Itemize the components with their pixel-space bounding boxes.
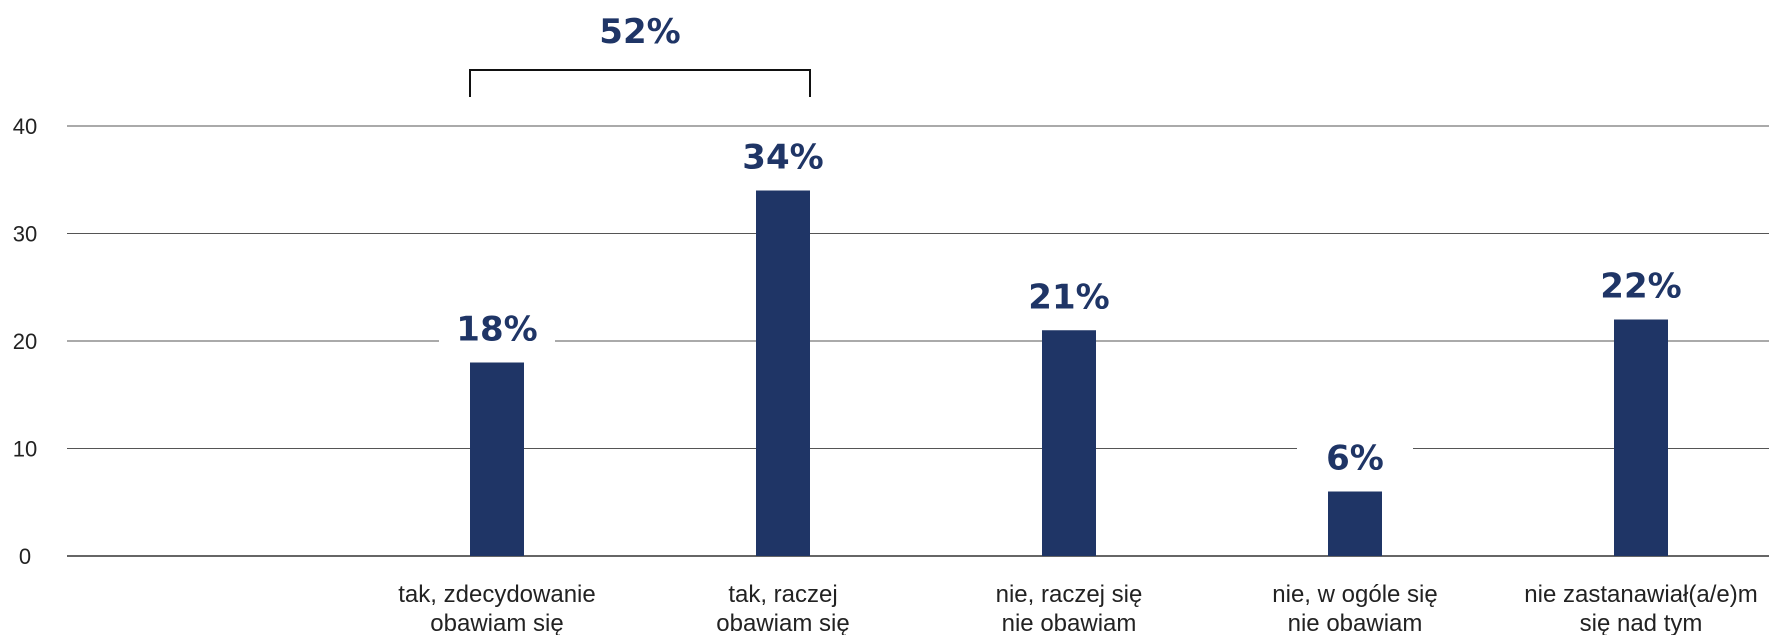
- value-label-bg-4: [1583, 265, 1699, 312]
- bracket-line-0: [469, 69, 811, 97]
- y-tick-label-30: 30: [13, 222, 37, 247]
- y-axis-ticks: 0 10 20 30 40: [13, 114, 37, 569]
- category-label-0-line-0: tak, zdecydowanie: [398, 581, 595, 608]
- category-label-2-line-0: nie, raczej się: [996, 581, 1143, 608]
- bracket-label-0: 52%: [599, 12, 680, 52]
- bar-0: [470, 362, 524, 556]
- annotations: 52%: [469, 12, 811, 97]
- category-label-3-line-0: nie, w ogóle się: [1272, 581, 1437, 608]
- category-label-3-line-1: nie obawiam: [1288, 610, 1423, 635]
- value-label-2: 21%: [1028, 277, 1109, 317]
- value-label-bg-1: [725, 136, 841, 183]
- bar-4: [1614, 319, 1668, 556]
- bar-3: [1328, 491, 1382, 556]
- bar-1: [756, 190, 810, 556]
- category-label-4-line-1: się nad tym: [1580, 610, 1703, 635]
- category-label-2-line-1: nie obawiam: [1002, 610, 1137, 635]
- value-label-bg-0: [439, 308, 555, 355]
- y-tick-label-40: 40: [13, 114, 37, 139]
- value-label-1: 34%: [742, 138, 823, 178]
- value-label-4: 22%: [1600, 267, 1681, 307]
- value-labels: 18% 34% 21% 6% 22%: [439, 136, 1699, 484]
- category-label-1-line-0: tak, raczej: [728, 581, 837, 608]
- bar-2: [1042, 330, 1096, 556]
- grid-layer: [67, 125, 1769, 557]
- value-label-0: 18%: [456, 310, 537, 350]
- y-tick-label-20: 20: [13, 329, 37, 354]
- category-label-4-line-0: nie zastanawiał(a/e)m: [1524, 581, 1757, 608]
- category-label-1-line-1: obawiam się: [716, 610, 849, 635]
- category-label-0-line-1: obawiam się: [430, 610, 563, 635]
- bars: [470, 190, 1668, 556]
- value-label-bg-2: [1011, 276, 1127, 323]
- value-label-bg-3: [1297, 437, 1413, 484]
- y-tick-label-0: 0: [19, 544, 31, 569]
- value-label-3: 6%: [1326, 439, 1384, 479]
- y-tick-label-10: 10: [13, 437, 37, 462]
